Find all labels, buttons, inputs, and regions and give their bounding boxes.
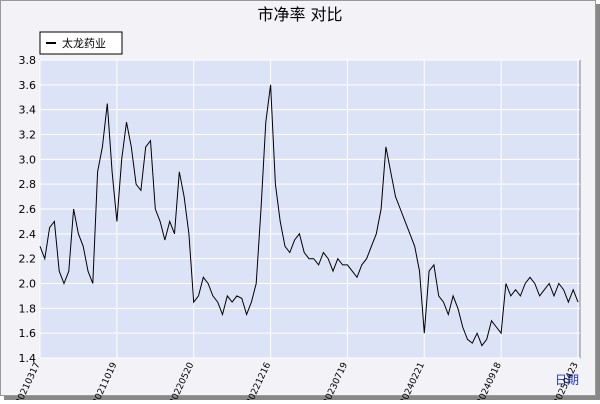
y-tick-label: 2.0: [19, 278, 37, 291]
y-tick-label: 3.0: [19, 153, 37, 166]
y-tick-label: 3.2: [19, 129, 37, 142]
y-tick-label: 2.8: [19, 178, 37, 191]
y-tick-label: 3.6: [19, 79, 37, 92]
y-tick-label: 2.2: [19, 253, 37, 266]
shadow: [4, 396, 600, 400]
y-tick-label: 2.4: [19, 228, 37, 241]
line: [39, 84, 579, 347]
x-axis-label: 日期: [555, 373, 579, 387]
y-tick-label: 3.8: [19, 54, 37, 67]
chart-title: 市净率 对比: [257, 5, 342, 24]
y-tick-label: 3.4: [19, 104, 37, 117]
shadow: [596, 4, 600, 400]
legend-label: 太龙药业: [62, 37, 106, 50]
y-tick-label: 2.6: [19, 203, 37, 216]
legend-box: [39, 31, 123, 55]
y-tick-label: 1.4: [19, 352, 37, 365]
y-tick-label: 1.8: [19, 302, 37, 315]
y-tick-label: 1.6: [19, 327, 37, 340]
